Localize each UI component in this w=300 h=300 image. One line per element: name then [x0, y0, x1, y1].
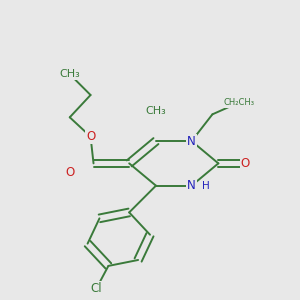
- Text: Cl: Cl: [91, 282, 102, 295]
- Text: O: O: [241, 157, 250, 170]
- Text: CH₂CH₃: CH₂CH₃: [224, 98, 255, 107]
- Text: N: N: [187, 179, 196, 192]
- Text: O: O: [65, 166, 74, 179]
- Text: H: H: [202, 181, 210, 191]
- Text: CH₃: CH₃: [59, 69, 80, 79]
- Text: O: O: [86, 130, 95, 143]
- Text: CH₃: CH₃: [146, 106, 166, 116]
- Text: N: N: [187, 135, 196, 148]
